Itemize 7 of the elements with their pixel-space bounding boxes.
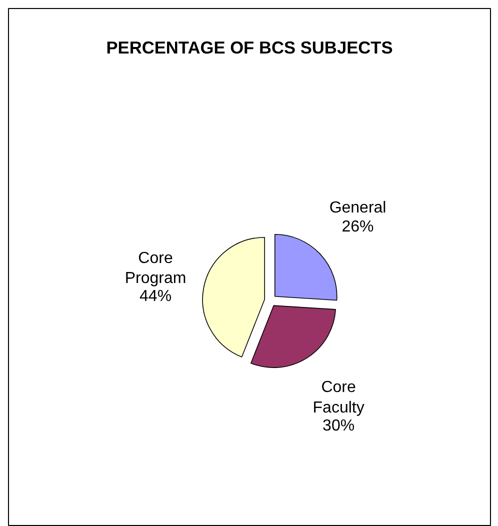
slice-label: Core Faculty [312,378,364,416]
slice-label: General [329,199,386,216]
chart-title: PERCENTAGE OF BCS SUBJECTS [106,38,393,58]
data-label: 44% [140,288,172,306]
slice-label: Core Program [124,250,186,288]
data-label: 30% [322,417,355,434]
data-label: 26% [342,218,374,236]
